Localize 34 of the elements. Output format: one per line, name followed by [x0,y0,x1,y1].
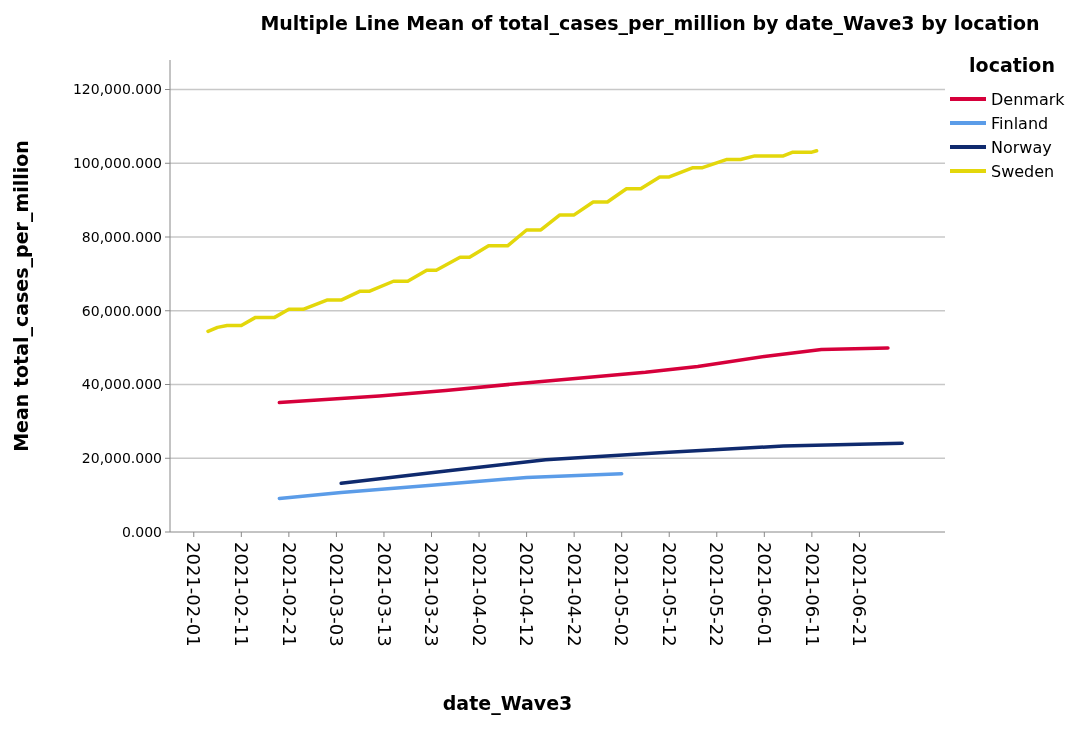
x-tick-label: 2021-06-11 [801,542,823,647]
chart-title: Multiple Line Mean of total_cases_per_million by date_Wave3 by location [260,12,1040,35]
x-tick-label: 2021-02-01 [183,542,205,647]
line-series [206,148,819,334]
legend-label: Finland [991,113,1049,133]
y-tick-label: 0.000 [121,523,162,540]
y-tick-label: 80,000.000 [81,228,162,245]
legend-label: Norway [991,137,1052,157]
x-tick-label: 2021-04-12 [516,542,538,647]
line-series [277,471,624,501]
x-tick-label: 2021-03-13 [373,542,395,647]
x-tick-label: 2021-02-21 [278,542,300,647]
y-tick-label: 120,000.000 [72,81,162,98]
x-tick-label: 2021-02-11 [231,542,253,647]
line-series [277,346,890,405]
legend-label: Denmark [991,89,1066,109]
legend-title: location [969,54,1055,76]
x-axis-title: date_Wave3 [442,692,573,715]
y-tick-label: 20,000.000 [81,450,162,467]
x-tick-label: 2021-06-01 [754,542,776,647]
y-axis-title: Mean total_cases_per_million [10,140,33,452]
line-series [339,441,904,486]
x-tick-label: 2021-04-02 [468,542,490,647]
legend-label: Sweden [991,161,1055,181]
x-tick-label: 2021-06-21 [849,542,871,647]
y-tick-label: 40,000.000 [81,376,162,393]
x-tick-label: 2021-04-22 [563,542,585,647]
x-tick-label: 2021-03-23 [421,542,443,647]
x-tick-label: 2021-05-12 [658,542,680,647]
y-tick-label: 100,000.000 [72,155,162,172]
x-tick-label: 2021-05-22 [706,542,728,647]
x-tick-label: 2021-03-03 [326,542,348,647]
x-tick-label: 2021-05-02 [611,542,633,647]
y-tick-label: 60,000.000 [81,302,162,319]
